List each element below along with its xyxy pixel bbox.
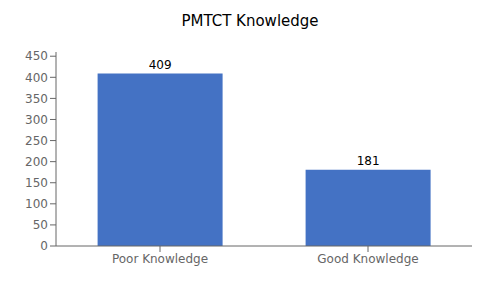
svg-text:409: 409 [149, 58, 172, 72]
svg-text:0: 0 [40, 239, 48, 253]
svg-text:300: 300 [25, 113, 48, 127]
svg-text:250: 250 [25, 134, 48, 148]
svg-text:100: 100 [25, 197, 48, 211]
svg-text:200: 200 [25, 155, 48, 169]
svg-text:150: 150 [25, 176, 48, 190]
svg-text:450: 450 [25, 49, 48, 63]
svg-text:181: 181 [357, 154, 380, 168]
svg-text:400: 400 [25, 71, 48, 85]
html-text:PMTCT Knowledge: PMTCT Knowledge [181, 12, 319, 30]
svg-text:Poor Knowledge: Poor Knowledge [112, 252, 208, 266]
svg-text:Good Knowledge: Good Knowledge [317, 252, 418, 266]
svg-text:50: 50 [33, 218, 48, 232]
svg-text:350: 350 [25, 92, 48, 106]
